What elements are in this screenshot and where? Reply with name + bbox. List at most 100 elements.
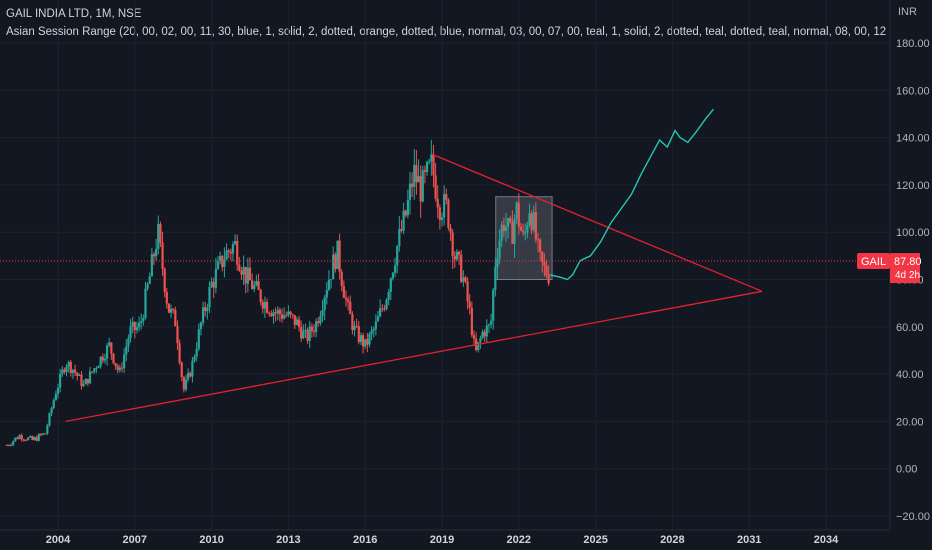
candle-down bbox=[349, 301, 352, 315]
candle-down bbox=[86, 378, 89, 384]
candle-up bbox=[498, 240, 501, 259]
candle-up bbox=[489, 320, 493, 325]
candle-up bbox=[103, 358, 107, 361]
candle-up bbox=[18, 435, 21, 440]
candle-up bbox=[283, 315, 286, 319]
x-tick-label: 2034 bbox=[814, 534, 839, 546]
time-axis[interactable]: 2004 2007 2010 2013 2016 2019 2022 2025 2028 2031… bbox=[46, 534, 839, 546]
candle-up bbox=[131, 322, 134, 327]
candle-up bbox=[184, 379, 188, 390]
candle-up bbox=[515, 202, 518, 219]
candle-up bbox=[302, 330, 305, 339]
candle-down bbox=[80, 374, 83, 387]
candle-down bbox=[116, 365, 119, 371]
candle-down bbox=[541, 251, 544, 262]
candle-up bbox=[455, 251, 459, 260]
price-tag-value: 87.80 bbox=[894, 256, 922, 268]
candle-up bbox=[125, 346, 128, 355]
trendline-resistance bbox=[431, 153, 763, 292]
chart-legend: GAIL INDIA LTD, 1M, NSE Asian Session Ra… bbox=[6, 8, 886, 38]
candle-up bbox=[494, 266, 497, 290]
candle-down bbox=[438, 207, 441, 220]
x-tick-label: 2028 bbox=[660, 534, 684, 546]
candle-up bbox=[231, 244, 235, 254]
candle-down bbox=[174, 310, 177, 327]
y-tick-label: 20.00 bbox=[896, 416, 924, 428]
candle-up bbox=[142, 318, 145, 322]
candle-up bbox=[14, 437, 17, 441]
candle-up bbox=[219, 255, 222, 262]
candle-up bbox=[396, 246, 399, 266]
candle-down bbox=[338, 240, 341, 272]
candle-up bbox=[82, 384, 85, 387]
candle-down bbox=[347, 299, 350, 302]
candle-up bbox=[364, 339, 367, 347]
candle-up bbox=[425, 162, 429, 172]
candle-down bbox=[280, 314, 284, 319]
candle-up bbox=[52, 400, 55, 409]
candle-down bbox=[447, 199, 450, 228]
candle-down bbox=[449, 227, 452, 233]
x-tick-label: 2025 bbox=[583, 534, 607, 546]
candle-up bbox=[532, 212, 535, 231]
candle-down bbox=[539, 239, 542, 252]
candle-up bbox=[500, 224, 503, 241]
candle-down bbox=[189, 372, 192, 377]
candle-up bbox=[481, 331, 484, 339]
candle-down bbox=[278, 309, 281, 315]
candle-down bbox=[7, 445, 11, 447]
candle-up bbox=[129, 326, 132, 339]
candle-down bbox=[259, 289, 262, 302]
candle-down bbox=[415, 165, 418, 183]
candle-up bbox=[193, 356, 196, 361]
x-tick-label: 2004 bbox=[46, 534, 71, 546]
candle-up bbox=[78, 374, 81, 376]
candle-down bbox=[445, 194, 448, 200]
candle-up bbox=[71, 369, 75, 374]
candle-down bbox=[411, 183, 414, 188]
chart-grid bbox=[0, 0, 890, 530]
candle-down bbox=[355, 325, 358, 327]
candle-up bbox=[37, 434, 40, 441]
range-box bbox=[495, 196, 553, 281]
price-axis[interactable]: 180.00160.00140.00120.00100.0080.0060.00… bbox=[896, 38, 930, 523]
candle-up bbox=[157, 223, 160, 249]
candle-up bbox=[137, 322, 141, 328]
candle-up bbox=[127, 338, 130, 347]
candle-up bbox=[99, 356, 102, 367]
candle-up bbox=[393, 265, 397, 273]
candle-down bbox=[204, 307, 207, 312]
candle-down bbox=[453, 256, 456, 260]
y-tick-label: 100.00 bbox=[896, 227, 930, 239]
candle-down bbox=[16, 437, 19, 440]
candle-down bbox=[251, 280, 254, 290]
candle-up bbox=[233, 240, 237, 245]
candle-up bbox=[150, 254, 153, 277]
candle-up bbox=[191, 360, 194, 377]
trendline-support bbox=[65, 290, 763, 423]
candle-up bbox=[413, 165, 416, 188]
candle-up bbox=[246, 267, 249, 284]
candle-up bbox=[513, 218, 516, 244]
candle-down bbox=[152, 254, 156, 257]
candle-down bbox=[381, 308, 384, 310]
candle-up bbox=[319, 315, 322, 324]
candle-down bbox=[291, 314, 294, 316]
candle-down bbox=[366, 339, 369, 345]
y-tick-label: 120.00 bbox=[896, 180, 930, 192]
y-tick-label: 160.00 bbox=[896, 85, 930, 97]
candle-up bbox=[56, 387, 60, 395]
candle-up bbox=[135, 327, 139, 331]
candle-down bbox=[432, 154, 435, 176]
candle-up bbox=[54, 394, 57, 401]
candle-up bbox=[148, 276, 151, 284]
candle-down bbox=[73, 369, 77, 373]
candle-up bbox=[223, 259, 226, 267]
candle-down bbox=[35, 437, 38, 441]
candle-up bbox=[33, 437, 36, 440]
candle-down bbox=[261, 301, 264, 309]
x-tick-label: 2013 bbox=[276, 534, 300, 546]
symbol-tag-label: GAIL bbox=[861, 256, 886, 268]
candle-down bbox=[534, 212, 537, 240]
